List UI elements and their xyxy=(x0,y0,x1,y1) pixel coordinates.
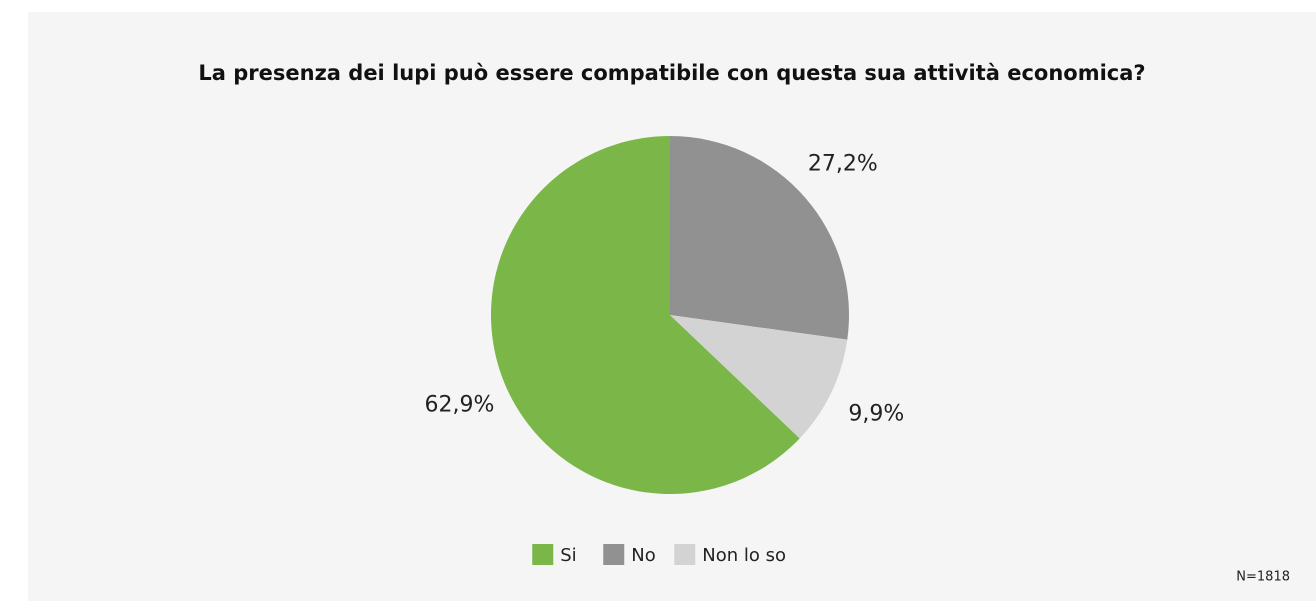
legend-swatch xyxy=(674,544,696,565)
data-label: 9,9% xyxy=(848,402,904,427)
legend-swatch xyxy=(532,544,554,565)
pie-slice xyxy=(670,315,848,439)
chart-title: La presenza dei lupi può essere compatib… xyxy=(198,61,1145,85)
legend-swatch xyxy=(603,544,625,565)
pie-slice xyxy=(670,136,849,340)
data-label: 27,2% xyxy=(808,152,878,177)
legend-label: Si xyxy=(560,545,576,566)
pie-slice xyxy=(490,136,800,495)
legend-label: No xyxy=(631,545,655,566)
data-label: 62,9% xyxy=(424,392,494,417)
legend-label: Non lo so xyxy=(702,545,786,566)
note: N=1818 xyxy=(1236,570,1290,585)
